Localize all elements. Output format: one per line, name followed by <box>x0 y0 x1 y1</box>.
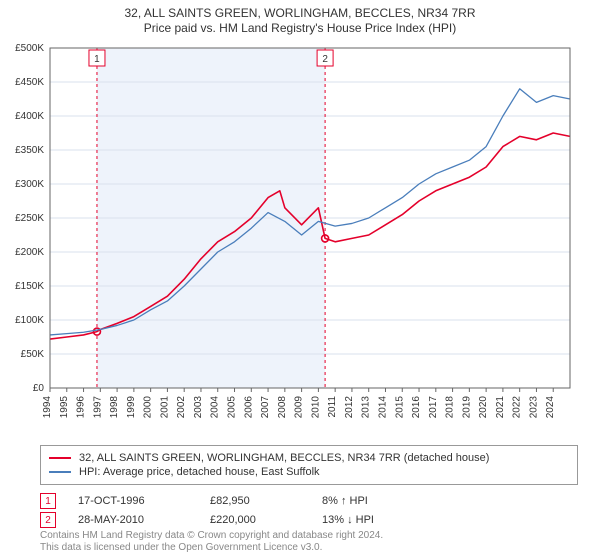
marker-row: 2 28-MAY-2010 £220,000 13% ↓ HPI <box>40 512 560 528</box>
svg-text:2015: 2015 <box>394 396 405 419</box>
svg-text:1994: 1994 <box>42 396 53 419</box>
svg-text:2018: 2018 <box>445 396 456 419</box>
svg-text:2011: 2011 <box>327 396 338 418</box>
svg-text:2012: 2012 <box>344 396 355 419</box>
chart-title-line1: 32, ALL SAINTS GREEN, WORLINGHAM, BECCLE… <box>0 6 600 21</box>
svg-text:£200K: £200K <box>15 247 44 258</box>
svg-text:2007: 2007 <box>260 396 271 419</box>
marker-price: £220,000 <box>210 514 300 526</box>
marker-price: £82,950 <box>210 495 300 507</box>
svg-text:£350K: £350K <box>15 145 44 156</box>
svg-text:£500K: £500K <box>15 43 44 54</box>
chart-title-line2: Price paid vs. HM Land Registry's House … <box>0 21 600 36</box>
legend-row-series2: HPI: Average price, detached house, East… <box>49 466 569 478</box>
svg-text:£250K: £250K <box>15 213 44 224</box>
chart-titles: 32, ALL SAINTS GREEN, WORLINGHAM, BECCLE… <box>0 0 600 36</box>
svg-text:2: 2 <box>322 54 328 65</box>
legend-row-series1: 32, ALL SAINTS GREEN, WORLINGHAM, BECCLE… <box>49 452 569 464</box>
footer-note: Contains HM Land Registry data © Crown c… <box>40 530 560 554</box>
svg-text:2017: 2017 <box>428 396 439 419</box>
marker-num: 2 <box>40 512 56 528</box>
svg-text:2002: 2002 <box>176 396 187 419</box>
svg-text:£450K: £450K <box>15 77 44 88</box>
svg-text:2021: 2021 <box>495 396 506 419</box>
svg-text:£0: £0 <box>33 383 45 394</box>
svg-text:£150K: £150K <box>15 281 44 292</box>
svg-text:£300K: £300K <box>15 179 44 190</box>
svg-text:2016: 2016 <box>411 396 422 419</box>
svg-text:1: 1 <box>94 54 100 65</box>
svg-text:2008: 2008 <box>277 396 288 419</box>
svg-text:2013: 2013 <box>361 396 372 419</box>
svg-text:£100K: £100K <box>15 315 44 326</box>
svg-text:2003: 2003 <box>193 396 204 419</box>
svg-text:2005: 2005 <box>227 396 238 419</box>
marker-num: 1 <box>40 493 56 509</box>
marker-date: 17-OCT-1996 <box>78 495 188 507</box>
footer-line2: This data is licensed under the Open Gov… <box>40 542 560 554</box>
marker-table: 1 17-OCT-1996 £82,950 8% ↑ HPI 2 28-MAY-2010 £… <box>40 490 560 531</box>
svg-text:1998: 1998 <box>109 396 120 419</box>
svg-text:2001: 2001 <box>159 396 170 419</box>
legend-label-series1: 32, ALL SAINTS GREEN, WORLINGHAM, BECCLE… <box>79 452 489 464</box>
svg-text:2010: 2010 <box>310 396 321 419</box>
legend-label-series2: HPI: Average price, detached house, East… <box>79 466 320 478</box>
svg-text:2023: 2023 <box>528 396 539 419</box>
svg-text:1995: 1995 <box>59 396 70 419</box>
footer-line1: Contains HM Land Registry data © Crown c… <box>40 530 560 542</box>
chart-legend: 32, ALL SAINTS GREEN, WORLINGHAM, BECCLE… <box>40 445 578 485</box>
marker-delta: 13% ↓ HPI <box>322 514 374 526</box>
marker-delta: 8% ↑ HPI <box>322 495 368 507</box>
svg-text:2020: 2020 <box>478 396 489 419</box>
svg-text:2024: 2024 <box>545 396 556 419</box>
svg-text:2009: 2009 <box>294 396 305 419</box>
svg-text:2019: 2019 <box>461 396 472 419</box>
svg-text:2000: 2000 <box>143 396 154 419</box>
legend-swatch-series1 <box>49 457 71 459</box>
svg-text:1996: 1996 <box>76 396 87 419</box>
svg-text:1997: 1997 <box>92 396 103 419</box>
svg-text:£400K: £400K <box>15 111 44 122</box>
svg-text:2006: 2006 <box>243 396 254 419</box>
marker-row: 1 17-OCT-1996 £82,950 8% ↑ HPI <box>40 493 560 509</box>
svg-text:2004: 2004 <box>210 396 221 419</box>
svg-text:£50K: £50K <box>21 349 45 360</box>
marker-date: 28-MAY-2010 <box>78 514 188 526</box>
svg-text:2014: 2014 <box>377 396 388 419</box>
price-chart: £0 £50K £100K £150K £200K £250K £300K £350K £400… <box>0 38 600 438</box>
svg-text:1999: 1999 <box>126 396 137 419</box>
legend-swatch-series2 <box>49 471 71 473</box>
svg-text:2022: 2022 <box>512 396 523 419</box>
